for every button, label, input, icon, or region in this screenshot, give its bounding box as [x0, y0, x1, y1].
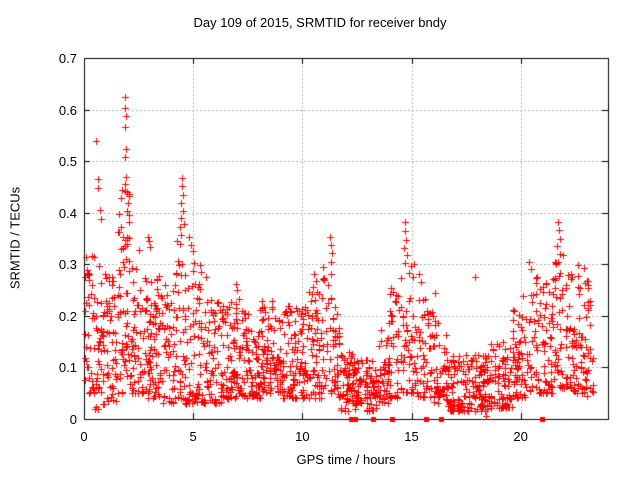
x-tick-label: 0	[80, 429, 88, 444]
x-tick-label: 20	[513, 429, 528, 444]
x-tick-label: 5	[189, 429, 197, 444]
x-axis-label: GPS time / hours	[296, 452, 396, 467]
x-tick-label: 15	[404, 429, 419, 444]
y-axis-label: SRMTID / TECUs	[7, 186, 23, 290]
y-tick-label: 0.2	[58, 308, 77, 324]
y-tick-label: 0.1	[58, 360, 77, 376]
y-tick-label: 0.5	[58, 154, 77, 170]
x-tick-label: 10	[295, 429, 310, 444]
y-tick-label: 0.6	[58, 102, 77, 118]
y-tick-label: 0.3	[58, 257, 77, 273]
y-tick-label: 0.4	[58, 205, 77, 221]
y-tick-label: 0.7	[58, 51, 77, 66]
y-tick-label: 0	[69, 412, 77, 427]
chart-title: Day 109 of 2015, SRMTID for receiver bnd…	[193, 15, 447, 30]
